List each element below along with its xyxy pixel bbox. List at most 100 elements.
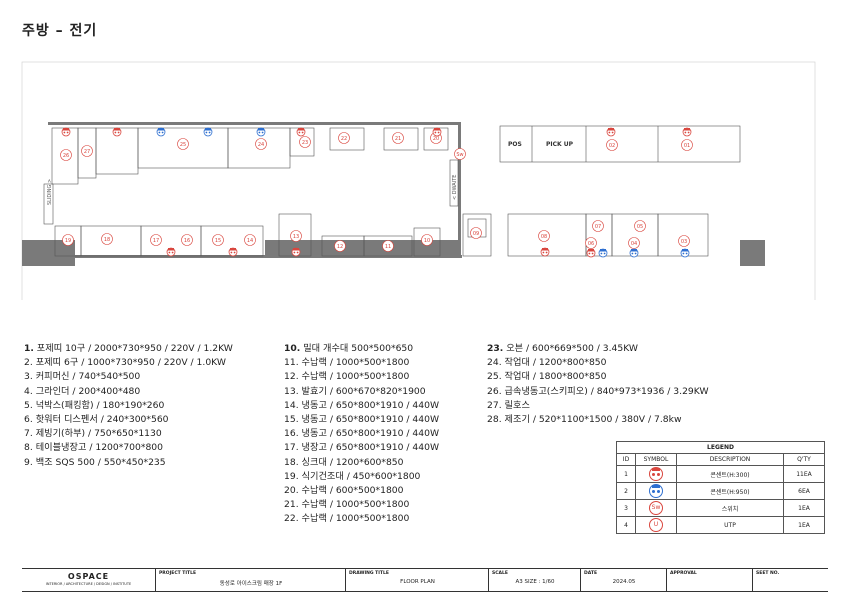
outlet-pin — [682, 252, 685, 255]
outlet-high-icon — [649, 484, 663, 498]
scale-label: SCALE — [492, 571, 508, 576]
equipment-tag-label: 27 — [84, 149, 90, 155]
equipment-tag-label: 18 — [104, 237, 110, 243]
outlet-bar — [168, 248, 174, 251]
outlet-pin — [233, 251, 236, 254]
outlet-pin — [434, 131, 437, 134]
equipment-spec: 작업대 / 1800*800*850 — [501, 371, 607, 383]
outlet-pin — [261, 131, 264, 134]
equipment-tag-label: 21 — [395, 136, 401, 142]
equipment-tag-label: 25 — [180, 142, 186, 148]
equipment-spec: 냉동고 / 650*800*1910 / 440W — [298, 428, 440, 440]
equipment-number: 14. — [284, 399, 299, 411]
equipment-item: 10. 밀대 개수대 500*500*650 — [284, 342, 439, 356]
equipment-tag — [606, 139, 618, 151]
equipment-number: 8. — [24, 442, 33, 454]
date-cell: DATE 2024.05 — [580, 569, 667, 591]
equipment-list-1: 1. 포제띠 10구 / 2000*730*950 / 220V / 1.2KW… — [24, 342, 233, 470]
outlet-pin — [63, 131, 66, 134]
equipment-tag — [338, 132, 350, 144]
outlet-bar — [631, 249, 637, 252]
equipment-tag-label: 10 — [424, 238, 430, 244]
equipment-item: 23. 오븐 / 600*669*500 / 3.45KW — [487, 342, 709, 356]
outlet-bar — [684, 128, 690, 131]
equipment-tag-label: 16 — [184, 238, 190, 244]
equipment-item: 24. 작업대 / 1200*800*850 — [487, 356, 709, 370]
equipment-number: 12. — [284, 371, 299, 383]
outlet-pin — [301, 131, 304, 134]
equipment-item: 7. 제빙기(하부) / 750*650*1130 — [24, 427, 233, 441]
equipment-spec: 제빙기(하부) / 750*650*1130 — [32, 428, 162, 440]
drawing-title: FLOOR PLAN — [400, 579, 435, 585]
outlet-bar — [608, 128, 614, 131]
equipment-tag — [628, 237, 640, 249]
outlet-low-icon — [649, 467, 663, 481]
equipment-spec: 테이블냉장고 / 1200*700*800 — [32, 442, 163, 454]
equipment-item: 27. 릴호스 — [487, 399, 709, 413]
outlet-pin — [608, 131, 611, 134]
legend-row: 1 콘센트(H:300) 11EA — [616, 465, 825, 483]
equipment-tag-label: 17 — [153, 238, 159, 244]
equipment-spec: 작업대 / 1200*800*850 — [501, 357, 607, 369]
legend-qty: 6EA — [783, 482, 825, 500]
equipment-item: 8. 테이블냉장고 / 1200*700*800 — [24, 441, 233, 455]
scale-value: A3 SIZE : 1/60 — [515, 579, 555, 585]
equipment-spec: 커피머신 / 740*540*500 — [32, 371, 141, 383]
equipment-number: 4. — [24, 385, 33, 397]
logo-text: OSPACE — [67, 572, 110, 581]
equipment-spec: 냉동고 / 650*800*1910 / 440W — [298, 399, 440, 411]
equipment-item: 9. 백조 SQS 500 / 550*450*235 — [24, 456, 233, 470]
legend-title: LEGEND — [616, 441, 825, 454]
equipment-tag — [592, 220, 604, 232]
outlet-pin — [296, 251, 299, 254]
outlet-pin — [545, 251, 548, 254]
outlet-pin — [611, 131, 614, 134]
equipment-tag-label: 06 — [588, 241, 594, 247]
legend-row: 3 Sw 스위치 1EA — [616, 499, 825, 517]
legend-row: 4 U UTP 1EA — [616, 516, 825, 534]
equipment-tag — [62, 234, 74, 246]
equipment-number: 17. — [284, 442, 299, 454]
equipment-tag — [382, 240, 394, 252]
equipment-number: 2. — [24, 357, 33, 369]
title-block: OSPACE INTERIOR / ARCHITECTURE / DESIGN … — [22, 568, 828, 592]
sliding-label: SLIDING > — [47, 179, 53, 205]
equipment-tag — [177, 138, 189, 150]
equipment-tag — [181, 234, 193, 246]
legend-row: 2 콘센트(H:950) 6EA — [616, 482, 825, 500]
legend-header-symbol: SYMBOL — [635, 453, 677, 466]
equipment-number: 6. — [24, 414, 33, 426]
outlet-bar — [205, 128, 211, 131]
equipment-tag — [101, 233, 113, 245]
page-title: 주방 – 전기 — [22, 23, 98, 39]
equipment-item: 28. 제조기 / 520*1100*1500 / 380V / 7.8kw — [487, 413, 709, 427]
equipment-number: 9. — [24, 456, 33, 468]
equipment-tag — [212, 234, 224, 246]
outlet-bar — [298, 128, 304, 131]
equipment-tag-label: 02 — [609, 143, 615, 149]
outlet-pin — [114, 131, 117, 134]
equipment-tag — [681, 139, 693, 151]
equipment-spec: 발효기 / 600*670*820*1900 — [298, 385, 426, 397]
legend-header-qty: Q'TY — [783, 453, 825, 466]
equipment-tag-label: 15 — [215, 238, 221, 244]
pickup-label: PICK UP — [546, 141, 574, 148]
equipment-item: 6. 핫워터 디스펜서 / 240*300*560 — [24, 413, 233, 427]
equipment-tag — [470, 227, 482, 239]
equipment-item: 2. 포제띠 6구 / 1000*730*950 / 220V / 1.0KW — [24, 356, 233, 370]
equipment-spec: 밀대 개수대 500*500*650 — [300, 343, 414, 354]
equipment-spec: 식기건조대 / 450*600*1800 — [298, 470, 421, 482]
legend-description: 스위치 — [676, 499, 784, 517]
equipment-spec: 수납랙 / 600*500*1800 — [298, 485, 404, 497]
equipment-tag — [150, 234, 162, 246]
outlet-bar — [542, 248, 548, 251]
legend-header-description: DESCRIPTION — [676, 453, 784, 466]
equipment-number: 28. — [487, 414, 502, 426]
company-logo: OSPACE INTERIOR / ARCHITECTURE / DESIGN … — [22, 569, 155, 586]
plan-annotations: 26 27 25 24 23 22 21 20 19 18 17 16 15 14 13 12 11 10 09 08… — [60, 127, 693, 258]
scale-cell: SCALE A3 SIZE : 1/60 — [488, 569, 581, 591]
outlet-pin — [437, 131, 440, 134]
equipment-number: 3. — [24, 371, 33, 383]
sheet-label: SEET NO. — [756, 571, 780, 576]
